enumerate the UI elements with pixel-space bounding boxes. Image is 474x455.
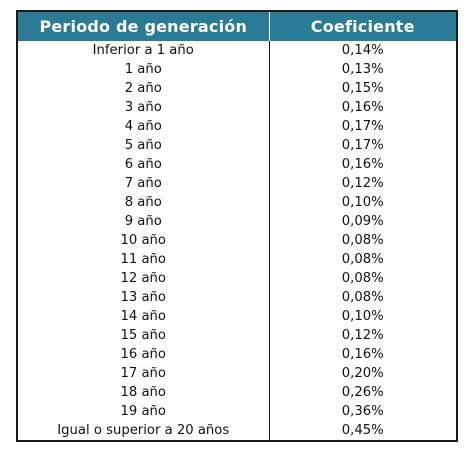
coefficient-cell: 0,16%	[341, 100, 384, 115]
coefficient-cell: 0,08%	[341, 290, 384, 305]
coefficient-table-container: Periodo de generación Coeficiente Inferi…	[16, 10, 458, 442]
period-cell: 3 año	[18, 98, 270, 117]
table-row: 16 año 0,16%	[18, 345, 456, 364]
period-cell: 6 año	[18, 155, 270, 174]
period-cell: Igual o superior a 20 años	[18, 421, 270, 440]
period-cell: 8 año	[18, 193, 270, 212]
table-row: 5 año 0,17%	[18, 136, 456, 155]
period-cell: 13 año	[18, 288, 270, 307]
period-cell: 14 año	[18, 307, 270, 326]
table-row: Inferior a 1 año 0,14%	[18, 41, 456, 60]
period-cell: 15 año	[18, 326, 270, 345]
period-cell: 11 año	[18, 250, 270, 269]
period-cell: 12 año	[18, 269, 270, 288]
table-row: 4 año 0,17%	[18, 117, 456, 136]
coefficient-cell: 0,45%	[341, 423, 384, 438]
period-cell: 5 año	[18, 136, 270, 155]
header-row: Periodo de generación Coeficiente	[18, 12, 456, 41]
header-coefficient: Coeficiente	[269, 12, 456, 41]
table-header: Periodo de generación Coeficiente	[18, 12, 456, 41]
period-cell: 10 año	[18, 231, 270, 250]
coefficient-cell: 0,12%	[341, 176, 384, 191]
coefficient-cell: 0,08%	[341, 233, 384, 248]
period-cell: 16 año	[18, 345, 270, 364]
coefficient-cell: 0,10%	[341, 309, 384, 324]
table-row: 3 año 0,16%	[18, 98, 456, 117]
header-period: Periodo de generación	[18, 12, 270, 41]
period-cell: 2 año	[18, 79, 270, 98]
table-row: 10 año 0,08%	[18, 231, 456, 250]
table-row: 12 año 0,08%	[18, 269, 456, 288]
table-row: 8 año 0,10%	[18, 193, 456, 212]
period-cell: 19 año	[18, 402, 270, 421]
coefficient-cell: 0,09%	[341, 214, 384, 229]
table-body: Inferior a 1 año 0,14% 1 año 0,13% 2 año 0,15…	[18, 41, 456, 440]
coefficient-cell: 0,17%	[341, 138, 384, 153]
table-row: 1 año 0,13%	[18, 60, 456, 79]
period-cell: Inferior a 1 año	[18, 41, 270, 60]
coefficient-cell: 0,10%	[341, 195, 384, 210]
table-row: 19 año 0,36%	[18, 402, 456, 421]
table-row: 11 año 0,08%	[18, 250, 456, 269]
period-cell: 18 año	[18, 383, 270, 402]
period-cell: 1 año	[18, 60, 270, 79]
coefficient-cell: 0,36%	[341, 404, 384, 419]
period-cell: 9 año	[18, 212, 270, 231]
table-row: 13 año 0,08%	[18, 288, 456, 307]
table-row: 14 año 0,10%	[18, 307, 456, 326]
coefficient-table: Periodo de generación Coeficiente Inferi…	[18, 12, 456, 440]
period-cell: 17 año	[18, 364, 270, 383]
coefficient-cell: 0,08%	[341, 271, 384, 286]
table-row: 7 año 0,12%	[18, 174, 456, 193]
coefficient-cell: 0,13%	[341, 62, 384, 77]
table-row: 18 año 0,26%	[18, 383, 456, 402]
table-row: 6 año 0,16%	[18, 155, 456, 174]
coefficient-cell: 0,16%	[341, 157, 384, 172]
period-cell: 4 año	[18, 117, 270, 136]
coefficient-cell: 0,16%	[341, 347, 384, 362]
coefficient-cell: 0,08%	[341, 252, 384, 267]
table-row: Igual o superior a 20 años 0,45%	[18, 421, 456, 440]
coefficient-cell: 0,14%	[341, 43, 384, 58]
table-row: 9 año 0,09%	[18, 212, 456, 231]
coefficient-cell: 0,20%	[341, 366, 384, 381]
coefficient-cell: 0,15%	[341, 81, 384, 96]
period-cell: 7 año	[18, 174, 270, 193]
coefficient-cell: 0,17%	[341, 119, 384, 134]
coefficient-cell: 0,12%	[341, 328, 384, 343]
coefficient-cell: 0,26%	[341, 385, 384, 400]
table-row: 17 año 0,20%	[18, 364, 456, 383]
table-row: 2 año 0,15%	[18, 79, 456, 98]
table-row: 15 año 0,12%	[18, 326, 456, 345]
